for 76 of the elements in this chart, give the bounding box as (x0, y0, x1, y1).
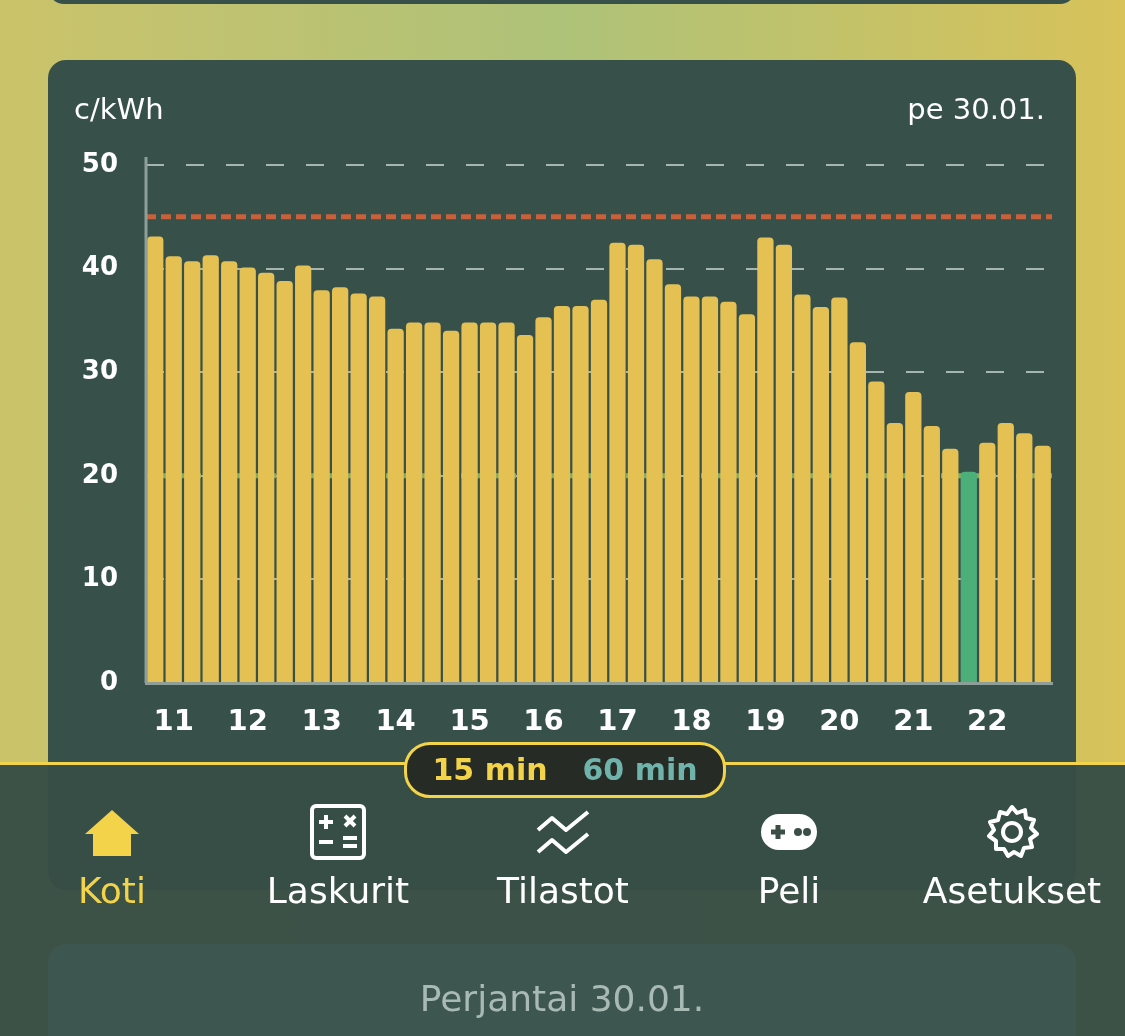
x-tick-label: 19 (745, 702, 786, 737)
bar (424, 322, 441, 682)
x-tick-label: 20 (819, 702, 860, 737)
bar (184, 261, 201, 682)
bar (720, 301, 737, 682)
bar (905, 391, 922, 682)
bar (221, 261, 238, 682)
bar (701, 296, 719, 682)
y-tick-label: 50 (81, 147, 118, 178)
bar (442, 330, 460, 682)
bar (831, 297, 848, 682)
bar (516, 334, 534, 682)
bar (350, 293, 367, 682)
bar (646, 259, 663, 682)
bar (313, 290, 330, 682)
bar (979, 442, 996, 682)
text: Perjantai 30.01. (418, 978, 706, 1019)
bar (295, 265, 312, 682)
text: Tilastot (496, 870, 630, 911)
bar (498, 322, 515, 682)
x-tick-label: 21 (893, 702, 934, 737)
y-tick-label: 40 (81, 251, 118, 282)
bar (590, 299, 608, 682)
bar (683, 296, 700, 682)
text: Laskurit (265, 870, 411, 911)
x-tick-label: 16 (523, 702, 564, 737)
x-tick-label: 12 (227, 702, 268, 737)
bar (812, 306, 830, 682)
bar (664, 284, 682, 682)
bar (479, 322, 497, 682)
bar (461, 322, 478, 682)
bar (1016, 433, 1033, 682)
bar (239, 267, 256, 682)
x-tick-label: 11 (153, 702, 194, 737)
bar (387, 328, 404, 682)
text: Peli (756, 870, 822, 911)
x-tick-label: 14 (375, 702, 416, 737)
bar (942, 448, 959, 682)
text: Asetukset (921, 870, 1103, 911)
bar (775, 244, 793, 682)
bar (794, 294, 811, 682)
bar (1034, 445, 1051, 682)
x-tick-label: 15 (449, 702, 490, 737)
bar (202, 255, 219, 682)
bar (332, 287, 349, 682)
y-tick-label: 20 (81, 458, 118, 489)
bar (535, 317, 552, 682)
y-tick-label: 0 (99, 665, 118, 696)
bar (849, 342, 866, 682)
bar (258, 272, 275, 682)
bar (553, 305, 571, 682)
bar (738, 314, 756, 682)
bar (405, 322, 423, 682)
bar (997, 422, 1014, 682)
bar (886, 422, 903, 682)
bar (960, 471, 977, 682)
y-axis-title: c/kWh (74, 92, 164, 126)
bar (757, 237, 774, 682)
x-tick-label: 17 (597, 702, 638, 737)
x-tick-label: 13 (301, 702, 342, 737)
bar (368, 296, 386, 682)
bar (276, 281, 293, 682)
x-tick-label: 22 (967, 702, 1008, 737)
y-tick-label: 30 (81, 354, 118, 385)
bar (868, 381, 885, 682)
bar (609, 242, 626, 682)
y-tick-label: 10 (81, 562, 118, 593)
x-tick-label: 18 (671, 702, 712, 737)
bar (627, 244, 645, 682)
bar (165, 256, 182, 682)
text: Koti (77, 870, 147, 911)
bar (572, 305, 589, 682)
toggle-switch: 15 min 60 min (404, 742, 726, 798)
bar (923, 426, 940, 682)
bar (147, 236, 164, 682)
chart-title: pe 30.01. (907, 92, 1045, 126)
